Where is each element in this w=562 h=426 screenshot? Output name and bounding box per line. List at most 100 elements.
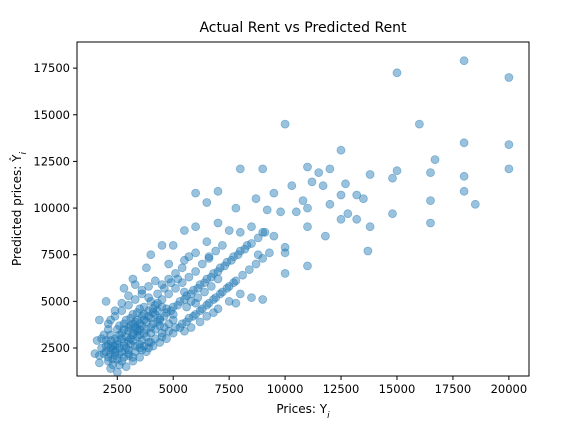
data-point bbox=[171, 323, 180, 332]
data-point bbox=[135, 330, 145, 340]
y-axis-label-hat-icon: ˆ bbox=[8, 157, 20, 162]
data-point bbox=[303, 162, 312, 172]
data-point bbox=[303, 222, 312, 232]
data-point bbox=[130, 341, 140, 351]
data-point bbox=[130, 323, 140, 332]
data-point bbox=[110, 306, 120, 316]
data-point bbox=[132, 315, 142, 325]
data-point bbox=[162, 334, 171, 344]
data-point bbox=[215, 289, 225, 299]
data-point bbox=[148, 319, 158, 329]
data-point bbox=[202, 237, 212, 247]
data-point bbox=[155, 337, 165, 347]
data-point bbox=[144, 311, 154, 321]
data-point bbox=[124, 326, 133, 336]
x-tick-label: 20000 bbox=[491, 382, 528, 396]
data-point bbox=[110, 351, 120, 360]
data-point bbox=[124, 351, 133, 360]
data-point bbox=[146, 337, 156, 347]
data-point bbox=[325, 164, 335, 174]
x-axis-ticks: 2500 5000 7500 10000 12500 15000 17500 20000 bbox=[103, 376, 528, 396]
plot-frame bbox=[76, 41, 530, 377]
data-point bbox=[193, 293, 203, 303]
data-point bbox=[206, 272, 216, 282]
data-point bbox=[159, 323, 169, 332]
data-point bbox=[195, 317, 205, 327]
data-point bbox=[426, 168, 435, 178]
data-point bbox=[146, 296, 156, 306]
data-point bbox=[103, 339, 113, 349]
data-point bbox=[132, 308, 142, 318]
data-point bbox=[260, 227, 270, 237]
data-point bbox=[186, 289, 196, 299]
data-point bbox=[119, 283, 129, 293]
data-point bbox=[240, 244, 250, 254]
data-point bbox=[459, 171, 469, 181]
data-point bbox=[213, 304, 223, 314]
data-point bbox=[146, 313, 156, 323]
data-point bbox=[211, 293, 221, 303]
data-point bbox=[157, 328, 167, 338]
data-point bbox=[504, 140, 514, 150]
data-point bbox=[179, 326, 189, 336]
data-point bbox=[303, 203, 312, 213]
data-point bbox=[191, 267, 201, 276]
data-point bbox=[200, 287, 209, 297]
data-point bbox=[280, 119, 290, 129]
data-point bbox=[130, 347, 140, 357]
x-tick-label: 2500 bbox=[103, 382, 132, 396]
data-point bbox=[150, 276, 160, 286]
data-point bbox=[148, 304, 158, 314]
x-tick-label: 7500 bbox=[215, 382, 244, 396]
data-point bbox=[459, 186, 469, 196]
data-point bbox=[336, 214, 346, 224]
data-point bbox=[164, 289, 174, 299]
data-point bbox=[144, 281, 154, 291]
data-point bbox=[235, 164, 245, 174]
data-point bbox=[128, 319, 138, 329]
data-point bbox=[137, 321, 147, 331]
data-point bbox=[168, 309, 178, 319]
data-point bbox=[168, 315, 178, 325]
data-point bbox=[177, 278, 187, 288]
y-tick-label: 10000 bbox=[33, 201, 70, 215]
data-point bbox=[168, 240, 178, 250]
data-point bbox=[213, 218, 223, 228]
data-point bbox=[144, 306, 154, 316]
data-point bbox=[166, 306, 176, 316]
data-point bbox=[130, 295, 140, 304]
data-point bbox=[90, 349, 100, 359]
data-point bbox=[99, 330, 109, 340]
data-point bbox=[112, 336, 122, 345]
data-point bbox=[202, 311, 212, 321]
data-point bbox=[179, 287, 189, 297]
data-point bbox=[126, 339, 136, 349]
data-point bbox=[336, 145, 346, 155]
data-point bbox=[233, 250, 243, 260]
data-point bbox=[244, 265, 254, 275]
data-point bbox=[175, 296, 185, 306]
data-point bbox=[222, 257, 232, 267]
data-point bbox=[153, 289, 163, 299]
data-point bbox=[124, 336, 133, 345]
data-point bbox=[162, 304, 171, 314]
data-point bbox=[155, 321, 165, 331]
y-axis-label-text: Predicted prices: Y bbox=[10, 154, 24, 266]
data-point bbox=[235, 289, 245, 299]
data-point bbox=[159, 283, 169, 293]
data-point bbox=[280, 242, 290, 252]
data-point bbox=[358, 194, 368, 204]
x-axis-label-subscript: i bbox=[327, 411, 330, 421]
data-point bbox=[197, 304, 207, 314]
data-point bbox=[99, 349, 109, 359]
data-point bbox=[106, 364, 115, 373]
data-point bbox=[392, 166, 402, 176]
data-point bbox=[150, 334, 160, 344]
data-point bbox=[231, 298, 241, 308]
data-point bbox=[139, 341, 149, 351]
data-point bbox=[141, 347, 151, 357]
data-point bbox=[291, 207, 301, 217]
data-point bbox=[224, 281, 234, 291]
data-point bbox=[247, 222, 256, 232]
